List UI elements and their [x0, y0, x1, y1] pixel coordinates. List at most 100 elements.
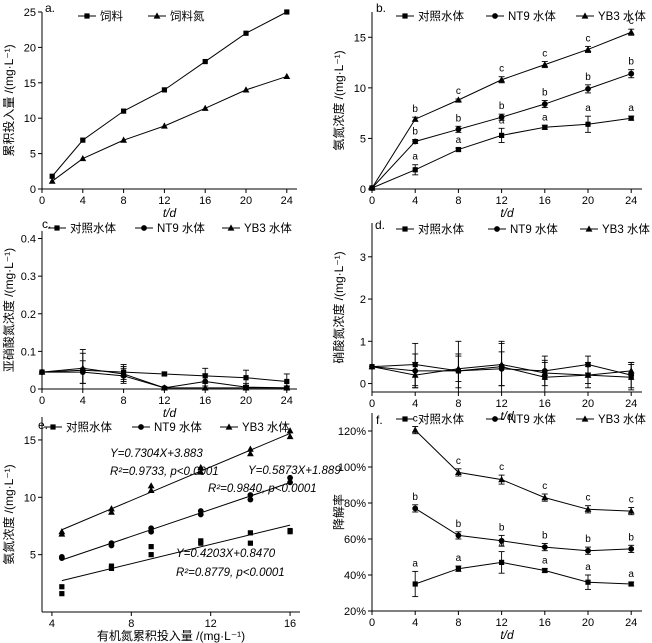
significance-letter: c	[413, 414, 418, 425]
data-point	[108, 563, 115, 569]
y-tick-label: 15	[24, 435, 36, 447]
x-tick-label: 4	[412, 195, 418, 207]
significance-letter: b	[456, 113, 462, 124]
x-tick-label: 8	[121, 195, 127, 207]
data-point	[197, 468, 205, 475]
y-tick-label: 80%	[344, 498, 366, 510]
data-point	[120, 136, 127, 143]
series-0	[59, 524, 293, 597]
data-point	[541, 101, 548, 107]
panel-c: 0 4 8 12 16 20 24 0 0.1 0.2 0.3 0.4 c. t/d 亚硝酸氮浓度 /(mg…	[1, 217, 297, 420]
series-line	[51, 75, 287, 182]
data-point	[541, 60, 549, 68]
x-tick-label: 16	[284, 618, 296, 630]
legend-label: YB3 水体	[602, 222, 650, 236]
data-point	[147, 486, 155, 494]
significance-letter: a	[499, 115, 505, 126]
significance-letter: b	[628, 57, 634, 68]
y-axis-label: 氨氮浓度 /(mg·L⁻¹)	[1, 464, 16, 564]
x-tick-label: 24	[625, 398, 637, 410]
significance-letter: a	[412, 152, 418, 163]
significance-letter: b	[499, 522, 505, 533]
x-tick-label: 16	[539, 617, 551, 629]
data-point	[246, 445, 254, 452]
data-point	[120, 370, 127, 377]
data-point	[148, 525, 155, 532]
y-tick-label: 0.3	[21, 271, 36, 283]
significance-letter: a	[585, 103, 591, 114]
data-point	[628, 581, 634, 587]
data-point	[161, 371, 167, 377]
legend-label: YB3 水体	[244, 221, 292, 235]
data-point	[455, 532, 462, 539]
data-point	[455, 365, 462, 372]
regression-stats: R²=0.8779, p<0.0001	[176, 567, 285, 579]
panel-label: d.	[375, 218, 385, 232]
data-point	[247, 540, 253, 546]
data-point	[59, 584, 65, 590]
panel-b: 0 4 8 12 16 20 24 0 5 10 15 b. t/d 氨氮浓度 /(mg·L⁻¹) 对照水体…	[331, 1, 646, 220]
x-axis-label: t/d	[163, 406, 177, 420]
legend-label: 对照水体	[66, 420, 112, 434]
data-point	[108, 508, 115, 515]
significance-letter: a	[542, 112, 548, 123]
x-tick-label: 0	[369, 617, 375, 629]
significance-letter: c	[629, 16, 634, 27]
y-tick-label: 15	[24, 78, 36, 90]
data-point	[541, 544, 548, 550]
data-point	[246, 450, 254, 457]
legend-label: 饲料氮	[170, 9, 205, 23]
legend-label: YB3 水体	[598, 9, 646, 23]
legend-marker	[153, 12, 161, 19]
significance-letter: a	[456, 553, 462, 564]
panel-e: 4 8 12 16 5 10 15e. 有机氮累积投入量 /(mg·L⁻¹) 氨氮浓度 /(mg…	[1, 417, 341, 643]
data-point	[284, 378, 290, 385]
panel-label: c.	[42, 217, 51, 231]
data-point	[585, 361, 591, 368]
significance-letter: b	[585, 72, 591, 83]
legend-label: 对照水体	[70, 221, 116, 235]
significance-letter: b	[628, 532, 634, 543]
significance-letter: c	[542, 49, 547, 60]
data-point	[455, 468, 462, 475]
significance-letter: a	[628, 103, 634, 114]
series-line	[51, 11, 288, 177]
y-tick-label: 120%	[338, 426, 366, 438]
legend-label: 对照水体	[418, 222, 464, 236]
data-point	[49, 173, 55, 179]
x-tick-label: 24	[281, 195, 293, 207]
legend-marker	[141, 225, 147, 231]
data-point	[628, 70, 635, 77]
x-tick-label: 16	[199, 195, 211, 207]
data-point	[455, 126, 462, 133]
data-point	[198, 538, 204, 544]
data-point	[455, 146, 461, 153]
data-point	[202, 378, 209, 385]
data-point	[121, 108, 127, 114]
x-tick-label: 12	[495, 398, 507, 410]
x-tick-label: 20	[582, 195, 594, 207]
legend-marker	[402, 416, 408, 422]
x-tick-label: 24	[281, 395, 293, 407]
y-tick-label: 10	[24, 492, 36, 504]
panel-label: e.	[38, 418, 48, 432]
data-point	[201, 384, 209, 391]
data-point	[161, 384, 168, 391]
legend-marker	[84, 13, 90, 19]
legend-label: YB3 水体	[242, 420, 290, 434]
series-2: b c c c c c	[368, 16, 635, 191]
y-axis-label: 硝酸氮浓度 /(mg·L⁻¹)	[331, 251, 346, 363]
data-point	[247, 492, 254, 498]
x-tick-label: 24	[625, 617, 637, 629]
data-point	[287, 527, 293, 534]
data-point	[627, 28, 635, 35]
data-point	[108, 540, 115, 547]
data-point	[584, 45, 592, 53]
panel-f: 0 4 8 12 16 20 24 20% 40% 60% 80% 100% 120% f. t/d 降解率 对…	[331, 412, 646, 642]
data-point	[58, 528, 66, 535]
data-point	[368, 184, 376, 191]
significance-letter: c	[542, 481, 547, 492]
data-point	[412, 138, 419, 145]
y-tick-label: 10	[24, 113, 36, 125]
